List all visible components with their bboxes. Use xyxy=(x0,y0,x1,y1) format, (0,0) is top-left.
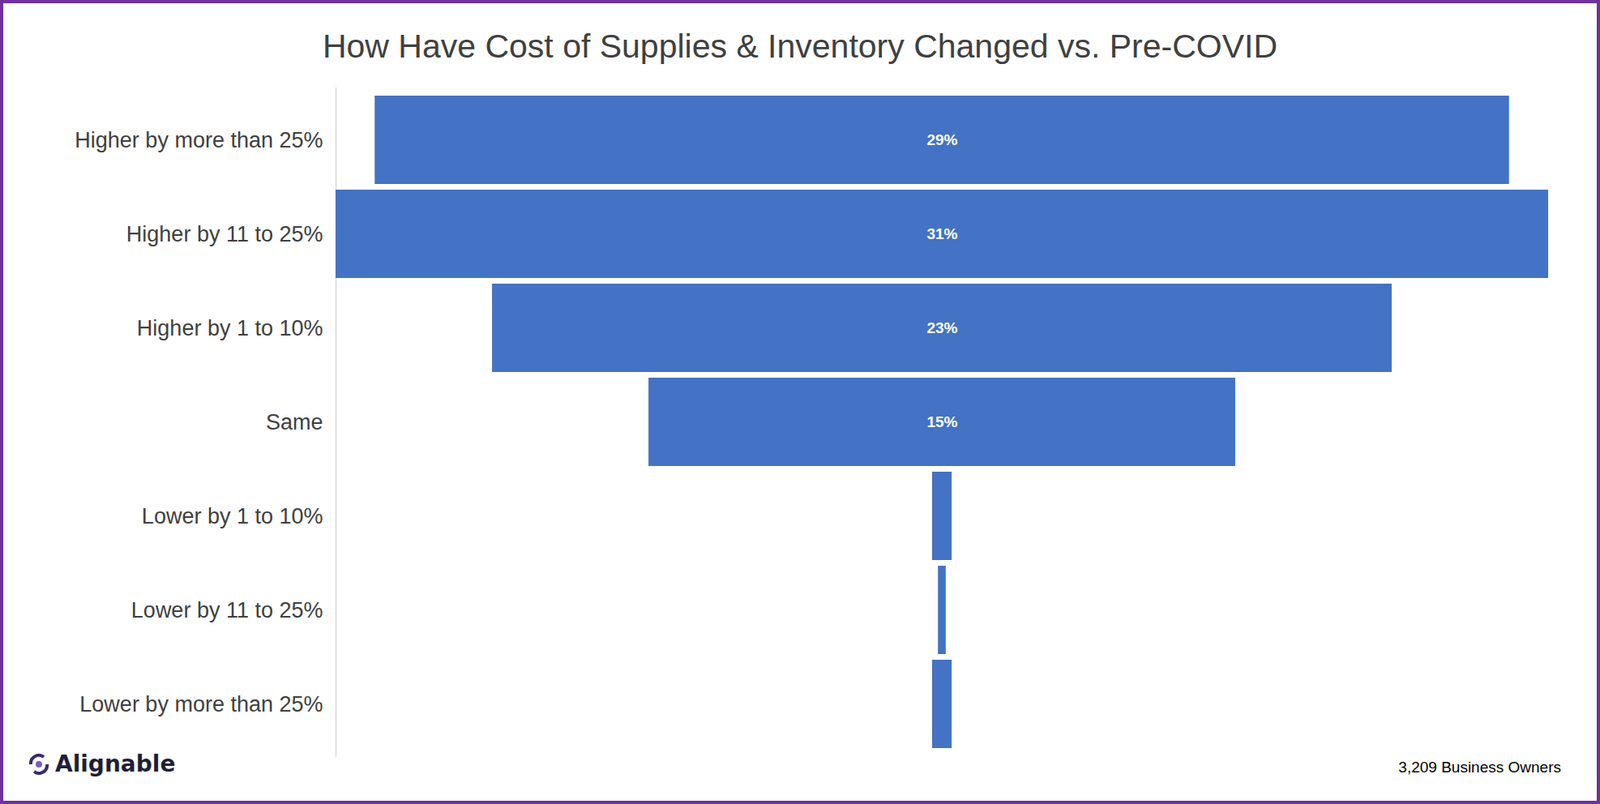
svg-text:Higher by 11 to 25%: Higher by 11 to 25% xyxy=(126,222,324,247)
svg-text:29%: 29% xyxy=(926,131,958,149)
svg-text:Higher by 1 to 10%: Higher by 1 to 10% xyxy=(136,316,324,341)
svg-text:15%: 15% xyxy=(926,413,958,431)
html-text:3,209 Business Owners: 3,209 Business Owners xyxy=(1398,758,1562,776)
svg-text:Lower by 11 to 25%: Lower by 11 to 25% xyxy=(131,598,324,623)
svg-text:Same: Same xyxy=(265,410,324,435)
svg-text:Higher by more than 25%: Higher by more than 25% xyxy=(74,128,323,153)
svg-text:23%: 23% xyxy=(926,319,958,337)
svg-text:31%: 31% xyxy=(926,225,958,243)
svg-text:Lower by 1 to 10%: Lower by 1 to 10% xyxy=(141,504,324,529)
html-text:How Have Cost of Supplies & In: How Have Cost of Supplies & Inventory Ch… xyxy=(322,27,1278,65)
svg-text:Lower by more than 25%: Lower by more than 25% xyxy=(79,692,323,717)
html-text:Alignable: Alignable xyxy=(55,750,176,778)
